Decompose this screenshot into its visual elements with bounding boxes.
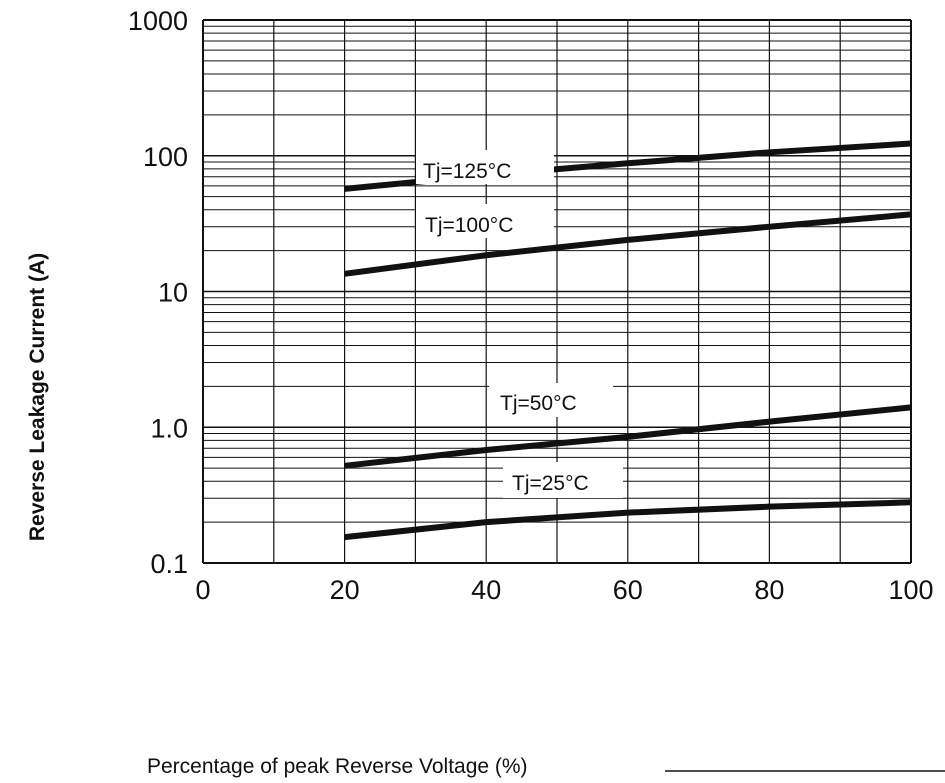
x-tick-label: 100 [888,575,933,605]
series-label-background [489,383,613,417]
y-tick-label: 10 [158,278,188,308]
x-tick-label: 0 [195,575,210,605]
y-tick-label: 1000 [128,6,188,36]
series-label-background [416,150,554,184]
series-labels: Tj=125°C Tj=100°C Tj=50°C Tj=25°C [416,150,623,498]
x-tick-label: 40 [471,575,501,605]
series-label: Tj=100°C [425,214,513,237]
x-tick-label: 60 [613,575,643,605]
series-label-background [503,462,623,498]
x-axis-title: Percentage of peak Reverse Voltage (%) [147,755,528,778]
y-axis-title: Reverse Leakage Current (A) [26,253,49,541]
y-tick-label: 0.1 [150,549,188,579]
series-label: Tj=25°C [512,472,589,495]
series-line [344,499,912,541]
series-line [344,404,912,469]
series-label-background [416,204,554,238]
grid [202,19,912,564]
x-tick-label: 20 [330,575,360,605]
y-tick-label: 100 [143,142,188,172]
series-label: Tj=50°C [500,392,577,415]
tick-labels: 0 20 40 60 80 100 0.1 1.0 10 100 1000 [128,6,934,605]
series-label: Tj=125°C [423,160,511,183]
x-tick-label: 80 [754,575,784,605]
series-line [344,211,912,277]
y-tick-label: 1.0 [150,413,188,443]
